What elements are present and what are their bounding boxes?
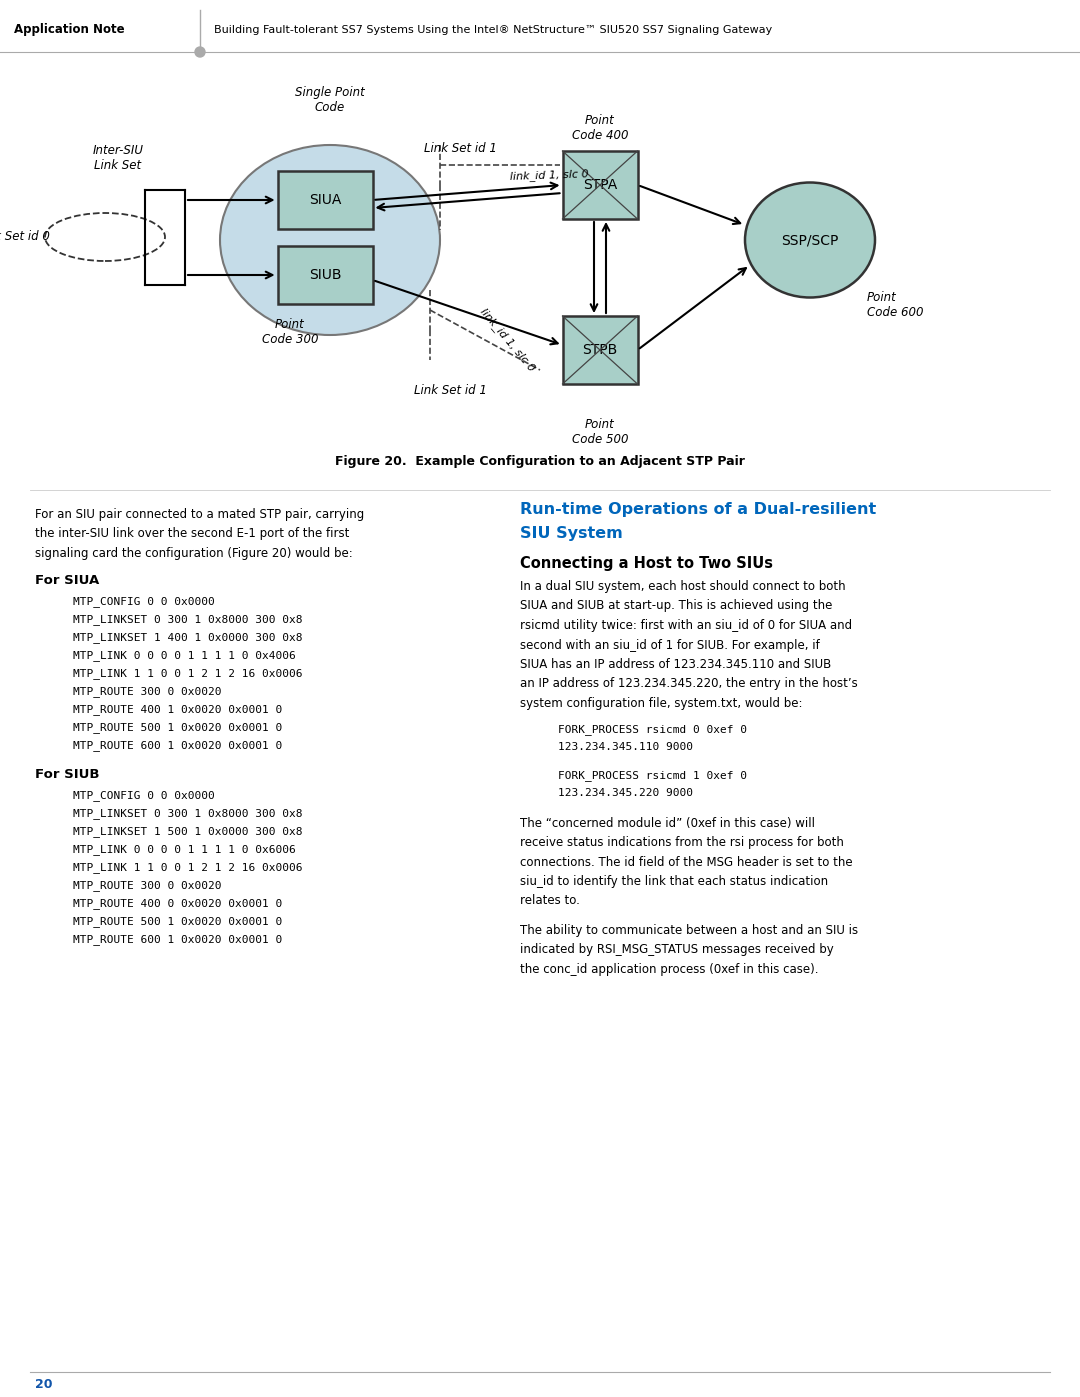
Text: SSP/SCP: SSP/SCP	[781, 233, 839, 247]
Text: MTP_LINKSET 1 500 1 0x0000 300 0x8: MTP_LINKSET 1 500 1 0x0000 300 0x8	[73, 827, 302, 837]
Text: Link Set id 1: Link Set id 1	[414, 384, 486, 397]
Text: an IP address of 123.234.345.220, the entry in the host’s: an IP address of 123.234.345.220, the en…	[519, 678, 858, 690]
Text: receive status indications from the rsi process for both: receive status indications from the rsi …	[519, 835, 843, 849]
Text: relates to.: relates to.	[519, 894, 580, 908]
Text: STPB: STPB	[582, 344, 618, 358]
Text: SIUA has an IP address of 123.234.345.110 and SIUB: SIUA has an IP address of 123.234.345.11…	[519, 658, 832, 671]
Text: MTP_ROUTE 300 0 0x0020: MTP_ROUTE 300 0 0x0020	[73, 686, 221, 697]
Text: SIUB: SIUB	[309, 268, 341, 282]
Text: MTP_ROUTE 400 0 0x0020 0x0001 0: MTP_ROUTE 400 0 0x0020 0x0001 0	[73, 898, 282, 909]
Text: 123.234.345.110 9000: 123.234.345.110 9000	[558, 742, 693, 753]
FancyBboxPatch shape	[563, 316, 637, 384]
Text: For SIUB: For SIUB	[35, 768, 99, 781]
Text: SIU System: SIU System	[519, 527, 623, 541]
Text: Point
Code 500: Point Code 500	[571, 418, 629, 446]
Text: MTP_LINK 0 0 0 0 1 1 1 1 0 0x6006: MTP_LINK 0 0 0 0 1 1 1 1 0 0x6006	[73, 845, 296, 855]
Text: 20: 20	[35, 1379, 53, 1391]
Text: indicated by RSI_MSG_STATUS messages received by: indicated by RSI_MSG_STATUS messages rec…	[519, 943, 834, 957]
Text: SIUA and SIUB at start-up. This is achieved using the: SIUA and SIUB at start-up. This is achie…	[519, 599, 833, 612]
Text: STPA: STPA	[583, 177, 617, 191]
Text: For an SIU pair connected to a mated STP pair, carrying: For an SIU pair connected to a mated STP…	[35, 509, 364, 521]
Text: MTP_ROUTE 500 1 0x0020 0x0001 0: MTP_ROUTE 500 1 0x0020 0x0001 0	[73, 916, 282, 928]
Text: MTP_ROUTE 600 1 0x0020 0x0001 0: MTP_ROUTE 600 1 0x0020 0x0001 0	[73, 935, 282, 946]
Text: MTP_CONFIG 0 0 0x0000: MTP_CONFIG 0 0 0x0000	[73, 597, 215, 608]
Text: Point
Code 300: Point Code 300	[261, 319, 319, 346]
FancyBboxPatch shape	[563, 151, 637, 219]
Text: MTP_LINK 0 0 0 0 1 1 1 1 0 0x4006: MTP_LINK 0 0 0 0 1 1 1 1 0 0x4006	[73, 651, 296, 661]
Text: MTP_ROUTE 600 1 0x0020 0x0001 0: MTP_ROUTE 600 1 0x0020 0x0001 0	[73, 740, 282, 752]
Text: MTP_CONFIG 0 0 0x0000: MTP_CONFIG 0 0 0x0000	[73, 791, 215, 802]
Text: Run-time Operations of a Dual-resilient: Run-time Operations of a Dual-resilient	[519, 502, 876, 517]
Text: Inter-SIU
Link Set: Inter-SIU Link Set	[93, 144, 144, 172]
Text: system configuration file, system.txt, would be:: system configuration file, system.txt, w…	[519, 697, 802, 710]
Text: MTP_LINKSET 0 300 1 0x8000 300 0x8: MTP_LINKSET 0 300 1 0x8000 300 0x8	[73, 809, 302, 820]
Text: In a dual SIU system, each host should connect to both: In a dual SIU system, each host should c…	[519, 580, 846, 592]
Text: FORK_PROCESS rsicmd 0 0xef 0: FORK_PROCESS rsicmd 0 0xef 0	[558, 725, 747, 735]
Text: MTP_LINKSET 0 300 1 0x8000 300 0x8: MTP_LINKSET 0 300 1 0x8000 300 0x8	[73, 615, 302, 626]
Text: Connecting a Host to Two SIUs: Connecting a Host to Two SIUs	[519, 556, 773, 571]
Text: connections. The id field of the MSG header is set to the: connections. The id field of the MSG hea…	[519, 855, 852, 869]
Text: the inter-SIU link over the second E-1 port of the first: the inter-SIU link over the second E-1 p…	[35, 528, 349, 541]
Ellipse shape	[745, 183, 875, 298]
FancyBboxPatch shape	[278, 246, 373, 305]
Text: signaling card the configuration (Figure 20) would be:: signaling card the configuration (Figure…	[35, 548, 353, 560]
Text: The “concerned module id” (0xef in this case) will: The “concerned module id” (0xef in this …	[519, 816, 815, 830]
Text: 123.234.345.220 9000: 123.234.345.220 9000	[558, 788, 693, 799]
Text: the conc_id application process (0xef in this case).: the conc_id application process (0xef in…	[519, 963, 819, 977]
Text: MTP_ROUTE 500 1 0x0020 0x0001 0: MTP_ROUTE 500 1 0x0020 0x0001 0	[73, 722, 282, 733]
Circle shape	[195, 47, 205, 57]
Text: Point
Code 400: Point Code 400	[571, 115, 629, 142]
Text: siu_id to identify the link that each status indication: siu_id to identify the link that each st…	[519, 875, 828, 888]
Text: MTP_ROUTE 400 1 0x0020 0x0001 0: MTP_ROUTE 400 1 0x0020 0x0001 0	[73, 704, 282, 715]
Text: Application Note: Application Note	[14, 24, 124, 36]
Text: second with an siu_id of 1 for SIUB. For example, if: second with an siu_id of 1 for SIUB. For…	[519, 638, 820, 651]
Text: MTP_LINKSET 1 400 1 0x0000 300 0x8: MTP_LINKSET 1 400 1 0x0000 300 0x8	[73, 633, 302, 644]
Text: The ability to communicate between a host and an SIU is: The ability to communicate between a hos…	[519, 923, 859, 937]
Text: Figure 20.  Example Configuration to an Adjacent STP Pair: Figure 20. Example Configuration to an A…	[335, 455, 745, 468]
Text: Link Set id 1: Link Set id 1	[423, 141, 497, 155]
Text: MTP_LINK 1 1 0 0 1 2 1 2 16 0x0006: MTP_LINK 1 1 0 0 1 2 1 2 16 0x0006	[73, 862, 302, 873]
Text: For SIUA: For SIUA	[35, 574, 99, 588]
Text: Link Set id 0: Link Set id 0	[0, 231, 50, 243]
Text: Single Point
Code: Single Point Code	[295, 87, 365, 115]
Text: Building Fault-tolerant SS7 Systems Using the Intel® NetStructure™ SIU520 SS7 Si: Building Fault-tolerant SS7 Systems Usin…	[214, 25, 772, 35]
Text: MTP_ROUTE 300 0 0x0020: MTP_ROUTE 300 0 0x0020	[73, 880, 221, 891]
Text: SIUA: SIUA	[309, 193, 341, 207]
Text: FORK_PROCESS rsicmd 1 0xef 0: FORK_PROCESS rsicmd 1 0xef 0	[558, 771, 747, 781]
Ellipse shape	[220, 145, 440, 335]
Text: rsicmd utility twice: first with an siu_id of 0 for SIUA and: rsicmd utility twice: first with an siu_…	[519, 619, 852, 631]
Text: MTP_LINK 1 1 0 0 1 2 1 2 16 0x0006: MTP_LINK 1 1 0 0 1 2 1 2 16 0x0006	[73, 669, 302, 679]
Text: link_id 1, slc 0: link_id 1, slc 0	[478, 306, 537, 374]
Text: Point
Code 600: Point Code 600	[867, 291, 923, 319]
FancyBboxPatch shape	[278, 170, 373, 229]
Text: link_id 1, slc 0: link_id 1, slc 0	[510, 168, 590, 182]
